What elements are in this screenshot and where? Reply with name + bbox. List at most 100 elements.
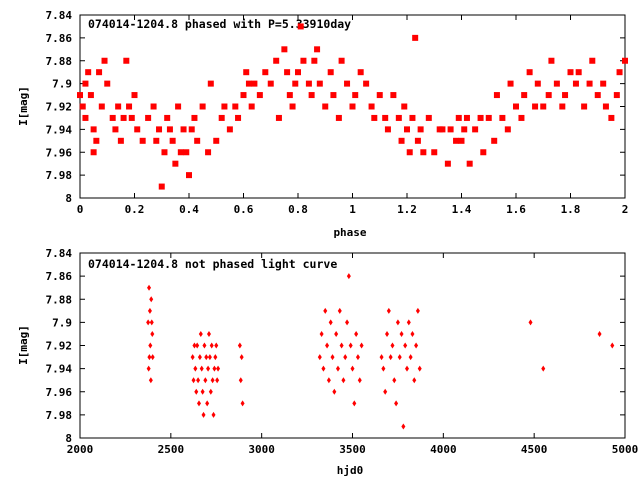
phased-data-point — [613, 92, 620, 99]
phased-data-point — [600, 80, 607, 87]
phased-data-point — [513, 103, 519, 110]
unphased-data-point — [414, 342, 419, 349]
unphased-y-tick-label: 8 — [65, 432, 72, 445]
phased-data-point — [186, 172, 192, 179]
unphased-y-axis-label: I[mag] — [17, 325, 30, 365]
unphased-data-point — [325, 342, 330, 349]
unphased-data-point — [355, 354, 360, 361]
phased-data-point — [431, 149, 438, 156]
phased-data-point — [240, 92, 247, 99]
phased-data-point — [139, 137, 146, 144]
phased-data-point — [115, 103, 122, 110]
phased-data-point — [368, 103, 375, 110]
unphased-data-point — [204, 354, 209, 361]
unphased-data-point — [198, 330, 203, 337]
phased-data-point — [553, 80, 560, 87]
unphased-data-point — [386, 307, 391, 314]
unphased-data-point — [415, 307, 420, 314]
phased-data-point — [218, 114, 225, 121]
phased-y-tick-label: 7.98 — [46, 169, 73, 182]
phased-data-point — [335, 114, 342, 121]
phased-x-tick-label: 0.4 — [179, 203, 199, 216]
phased-data-point — [493, 92, 500, 99]
unphased-data-point — [147, 354, 152, 361]
unphased-data-point — [202, 342, 207, 349]
phased-data-point — [349, 103, 356, 110]
phased-data-point — [98, 103, 105, 110]
phased-data-point — [461, 126, 468, 133]
unphased-data-point — [405, 365, 409, 372]
phased-data-point — [117, 137, 124, 144]
phased-data-point — [409, 114, 416, 121]
unphased-x-tick-label: 4500 — [521, 443, 548, 456]
unphased-data-point — [210, 377, 215, 384]
unphased-data-point — [146, 365, 151, 372]
phased-data-point — [344, 80, 351, 87]
phased-data-point — [463, 114, 470, 121]
phased-data-point — [267, 80, 274, 87]
phased-data-point — [420, 149, 427, 156]
phased-data-point — [305, 80, 312, 87]
phased-data-point — [101, 57, 108, 64]
unphased-x-tick-label: 5000 — [612, 443, 639, 456]
unphased-data-point — [345, 319, 350, 326]
phased-data-point — [594, 92, 601, 99]
phased-data-point — [207, 80, 214, 87]
unphased-data-point — [147, 284, 152, 291]
phased-x-tick-label: 2 — [622, 203, 629, 216]
phased-data-point — [311, 57, 318, 64]
phased-data-point — [526, 69, 533, 76]
phased-data-point — [439, 126, 446, 133]
phased-y-axis-label: I[mag] — [17, 86, 30, 126]
unphased-data-point — [149, 296, 154, 303]
unphased-data-point — [214, 342, 219, 349]
unphased-y-tick-label: 7.84 — [46, 247, 73, 260]
phased-data-point — [273, 57, 280, 64]
unphased-data-point — [209, 342, 214, 349]
phased-x-tick-label: 0.2 — [125, 203, 145, 216]
unphased-data-point — [211, 411, 216, 418]
phased-data-point — [292, 80, 299, 87]
phased-data-point — [77, 92, 83, 99]
unphased-data-point — [410, 330, 415, 337]
unphased-axes: 2000 2500 3000 3500 4000 4500 5000 7.84 7.86 7.88… — [46, 247, 639, 456]
phased-data-point — [199, 103, 206, 110]
unphased-data-point — [192, 342, 197, 349]
phased-data-point — [172, 160, 179, 167]
phased-data-point — [357, 69, 364, 76]
phased-data-point — [90, 126, 97, 133]
unphased-data-point — [332, 388, 337, 395]
unphased-data-point — [150, 330, 155, 337]
phased-data-point — [548, 57, 555, 64]
unphased-data-point — [190, 354, 195, 361]
unphased-data-point — [337, 307, 342, 314]
unphased-data-point — [317, 354, 322, 361]
unphased-data-point — [208, 388, 213, 395]
phased-data-point — [161, 149, 168, 156]
unphased-data-point — [148, 342, 153, 349]
unphased-data-point — [385, 330, 390, 337]
unphased-data-point — [196, 377, 201, 384]
unphased-data-point — [350, 365, 355, 372]
phased-data-point — [156, 126, 163, 133]
phased-x-tick-label: 1.2 — [397, 203, 417, 216]
phased-data-point — [581, 103, 588, 110]
unphased-data-point — [528, 319, 533, 326]
unphased-data-point — [359, 342, 364, 349]
phased-data-point — [235, 114, 242, 121]
phased-data-point — [352, 92, 359, 99]
unphased-data-point — [379, 354, 384, 361]
unphased-data-point — [335, 365, 340, 372]
phased-data-point — [401, 103, 408, 110]
unphased-data-point — [240, 400, 245, 407]
unphased-data-point — [199, 365, 204, 372]
unphased-data-point — [216, 365, 221, 372]
phased-data-point — [507, 80, 514, 87]
phased-y-tick-label: 7.9 — [52, 78, 72, 91]
phased-data-point — [316, 80, 323, 87]
phased-data-point — [545, 92, 552, 99]
unphased-data-point — [597, 330, 602, 337]
unphased-x-tick-label: 4000 — [430, 443, 457, 456]
phased-data-point — [444, 160, 451, 167]
